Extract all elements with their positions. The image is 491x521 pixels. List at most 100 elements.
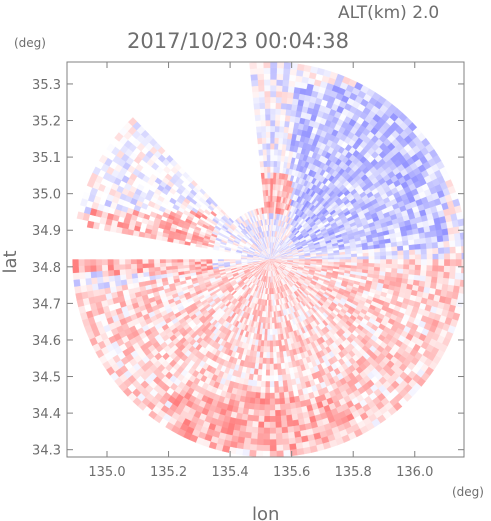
field-cell [374,251,381,257]
field-cell [124,264,132,270]
field-cell [368,266,375,271]
field-cell [261,375,267,382]
field-cell [207,243,215,248]
field-cell [241,413,249,421]
field-cell [278,131,284,139]
field-cell [278,125,285,133]
field-cell [165,262,172,268]
field-cell [84,271,92,280]
field-cell [244,431,253,439]
field-cell [242,407,250,416]
field-cell [264,404,271,411]
field-cell [443,271,451,279]
field-cell [409,259,416,265]
field-cell [89,259,97,267]
field-cell [391,263,399,269]
field-cell [258,102,266,110]
field-cell [235,252,242,255]
field-cell [425,242,433,249]
field-cell [286,97,294,105]
field-cell [408,268,416,275]
field-cell [275,85,283,92]
field-cell [254,397,261,405]
field-cell [269,154,275,162]
field-cell [269,357,275,365]
field-cell [443,246,451,254]
field-cell [269,398,276,405]
field-cell [253,409,260,417]
field-cell [277,143,283,150]
field-cell [275,90,283,98]
field-cell [288,74,297,82]
field-cell [265,119,271,127]
field-cell [252,374,259,382]
field-cell [171,259,178,264]
field-cell [263,433,271,440]
field-cell [339,261,346,266]
field-cell [278,386,285,394]
field-cell [272,166,277,173]
field-cell [431,241,439,249]
field-cell [107,259,114,266]
field-cell [269,108,276,115]
field-cell [261,178,266,185]
field-cell [274,108,281,115]
field-cell [374,259,381,264]
field-cell [108,275,116,283]
field-cell [113,264,120,271]
field-cell [267,334,271,341]
field-cell [396,268,404,274]
field-cell [261,183,266,191]
field-cell [287,259,294,261]
field-cell [252,415,260,423]
field-cell [385,267,393,273]
field-cell [269,352,274,359]
field-cell [136,259,143,265]
field-cell [269,131,275,138]
field-cell [269,183,274,190]
field-cell [259,351,264,359]
field-cell [153,259,161,264]
field-cell [281,426,289,434]
field-cell [219,244,226,249]
field-cell [414,269,422,276]
field-cell [267,317,271,324]
field-cell [257,433,265,440]
field-cell [269,381,275,388]
field-cell [448,233,456,241]
field-cell [269,73,277,80]
field-cell [254,108,261,116]
field-cell [266,154,271,162]
field-cell [441,283,449,292]
field-cell [274,114,281,121]
field-cell [184,241,191,246]
field-cell [262,351,268,359]
field-cell [414,264,422,271]
field-cell [368,259,375,264]
field-cell [269,369,275,376]
field-cell [269,189,273,196]
field-cell [275,409,282,417]
field-cell [362,259,370,264]
field-cell [265,392,271,400]
field-cell [251,426,259,434]
field-cell [266,172,271,179]
field-cell [414,253,422,260]
field-cell [258,149,264,156]
field-cell [285,403,292,410]
x-unit-label: (deg) [452,485,484,499]
field-cell [263,201,267,208]
field-cell [255,125,262,133]
field-cell [260,392,266,400]
field-cell [368,251,375,257]
velocity-field [72,62,464,457]
field-cell [95,265,103,272]
field-cell [264,398,271,405]
field-cell [275,421,283,429]
field-cell [438,253,445,260]
field-cell [288,431,296,439]
field-cell [414,248,422,255]
field-cell [442,277,450,285]
field-cell [356,265,364,270]
field-cell [269,363,275,371]
